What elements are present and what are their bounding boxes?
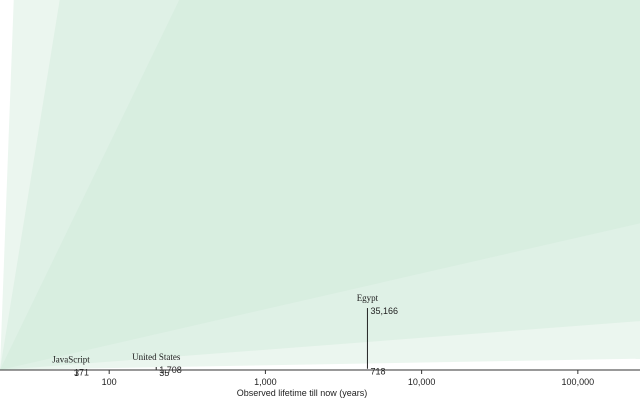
javascript-name-label: JavaScript (52, 355, 90, 365)
united-states-name-label: United States (132, 352, 181, 362)
confidence-band-1 (0, 0, 640, 370)
x-tick-label: 10,000 (408, 377, 436, 387)
x-tick-label: 1,000 (254, 377, 277, 387)
javascript-low-label: 3 (74, 368, 79, 378)
javascript-high-label: 171 (74, 368, 89, 378)
confidence-bands (0, 0, 640, 370)
confidence-band-2 (0, 0, 640, 370)
united-states-low-label: 35 (159, 368, 169, 378)
egypt-name-label: Egypt (357, 293, 379, 303)
item-egypt: 35,166 718 Egypt (357, 293, 398, 377)
x-axis-ticks: 100 1,000 10,000 100,000 (102, 370, 594, 387)
egypt-low-label: 718 (370, 367, 385, 377)
x-tick-label: 100 (102, 377, 117, 387)
confidence-band-3 (0, 0, 640, 370)
x-axis-title: Observed lifetime till now (years) (237, 388, 368, 398)
egypt-high-label: 35,166 (370, 306, 398, 316)
x-tick-label: 100,000 (562, 377, 595, 387)
